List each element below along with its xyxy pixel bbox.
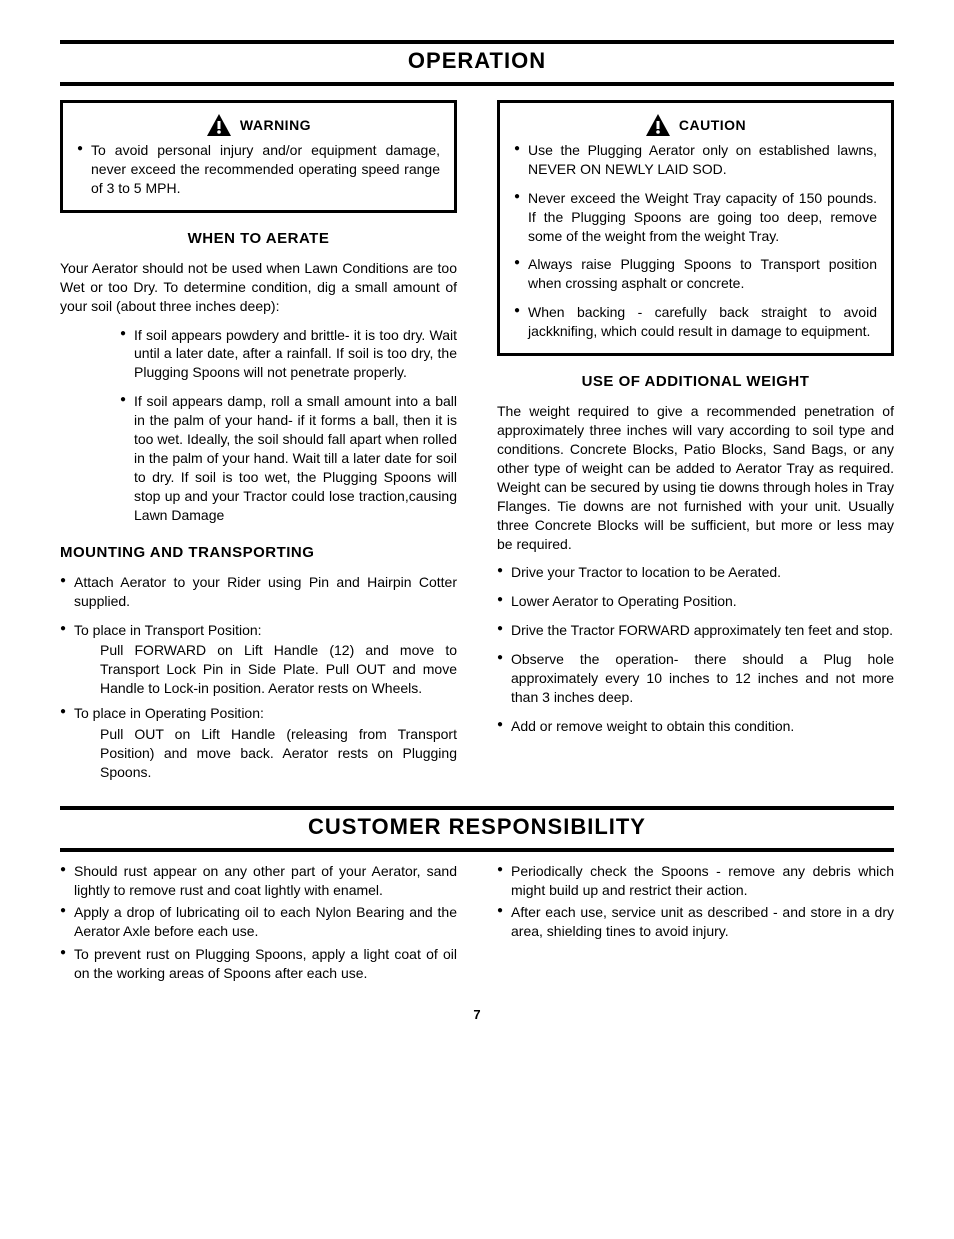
mounting-operating-label: To place in Operating Position: bbox=[60, 704, 457, 723]
caution-item-2: Never exceed the Weight Tray capacity of… bbox=[514, 189, 877, 246]
left-column: WARNING To avoid personal injury and/or … bbox=[60, 100, 457, 788]
caution-box: CAUTION Use the Plugging Aerator only on… bbox=[497, 100, 894, 356]
aerate-bullet-1: If soil appears powdery and brittle- it … bbox=[120, 326, 457, 383]
customer-right-column: Periodically check the Spoons - remove a… bbox=[497, 862, 894, 987]
aerate-bullet-2: If soil appears damp, roll a small amoun… bbox=[120, 392, 457, 524]
additional-weight-heading: USE OF ADDITIONAL WEIGHT bbox=[497, 372, 894, 392]
warning-triangle-icon bbox=[206, 113, 232, 137]
cust-left-1: Should rust appear on any other part of … bbox=[60, 862, 457, 900]
right-column: CAUTION Use the Plugging Aerator only on… bbox=[497, 100, 894, 788]
mounting-attach: Attach Aerator to your Rider using Pin a… bbox=[60, 573, 457, 611]
cust-right-2: After each use, service unit as describe… bbox=[497, 903, 894, 941]
when-to-aerate-heading: WHEN TO AERATE bbox=[60, 229, 457, 249]
operation-columns: WARNING To avoid personal injury and/or … bbox=[60, 100, 894, 788]
caution-triangle-icon bbox=[645, 113, 671, 137]
rule-under-operation bbox=[60, 82, 894, 86]
aw-bullet-5: Add or remove weight to obtain this cond… bbox=[497, 717, 894, 736]
customer-left-column: Should rust appear on any other part of … bbox=[60, 862, 457, 987]
page: OPERATION WARNING To avoid personal inju… bbox=[0, 0, 954, 1239]
caution-item-1: Use the Plugging Aerator only on establi… bbox=[514, 141, 877, 179]
cust-left-2: Apply a drop of lubricating oil to each … bbox=[60, 903, 457, 941]
aw-bullet-3: Drive the Tractor FORWARD approximately … bbox=[497, 621, 894, 640]
customer-title: CUSTOMER RESPONSIBILITY bbox=[60, 810, 894, 848]
warning-label: WARNING bbox=[240, 116, 311, 135]
aw-bullet-2: Lower Aerator to Operating Position. bbox=[497, 592, 894, 611]
mounting-operating-body: Pull OUT on Lift Handle (releasing from … bbox=[60, 725, 457, 782]
operation-title: OPERATION bbox=[60, 44, 894, 82]
aerate-bullets: If soil appears powdery and brittle- it … bbox=[60, 326, 457, 525]
warning-box: WARNING To avoid personal injury and/or … bbox=[60, 100, 457, 213]
caution-item-4: When backing - carefully back straight t… bbox=[514, 303, 877, 341]
aw-bullet-4: Observe the operation- there should a Pl… bbox=[497, 650, 894, 707]
caution-label: CAUTION bbox=[679, 116, 746, 135]
mounting-heading: MOUNTING AND TRANSPORTING bbox=[60, 543, 457, 563]
warning-header: WARNING bbox=[77, 113, 440, 137]
aw-bullet-1: Drive your Tractor to location to be Aer… bbox=[497, 563, 894, 582]
page-number: 7 bbox=[60, 1007, 894, 1022]
mounting-transport-body: Pull FORWARD on Lift Handle (12) and mov… bbox=[60, 641, 457, 698]
cust-right-1: Periodically check the Spoons - remove a… bbox=[497, 862, 894, 900]
aerate-intro: Your Aerator should not be used when Law… bbox=[60, 259, 457, 316]
rule-customer-under bbox=[60, 848, 894, 852]
customer-section: CUSTOMER RESPONSIBILITY Should rust appe… bbox=[60, 806, 894, 987]
cust-left-3: To prevent rust on Plugging Spoons, appl… bbox=[60, 945, 457, 983]
warning-item: To avoid personal injury and/or equipmen… bbox=[77, 141, 440, 198]
caution-item-3: Always raise Plugging Spoons to Transpor… bbox=[514, 255, 877, 293]
customer-columns: Should rust appear on any other part of … bbox=[60, 862, 894, 987]
additional-weight-intro: The weight required to give a recommende… bbox=[497, 402, 894, 553]
caution-header: CAUTION bbox=[514, 113, 877, 137]
mounting-transport-label: To place in Transport Position: bbox=[60, 621, 457, 640]
